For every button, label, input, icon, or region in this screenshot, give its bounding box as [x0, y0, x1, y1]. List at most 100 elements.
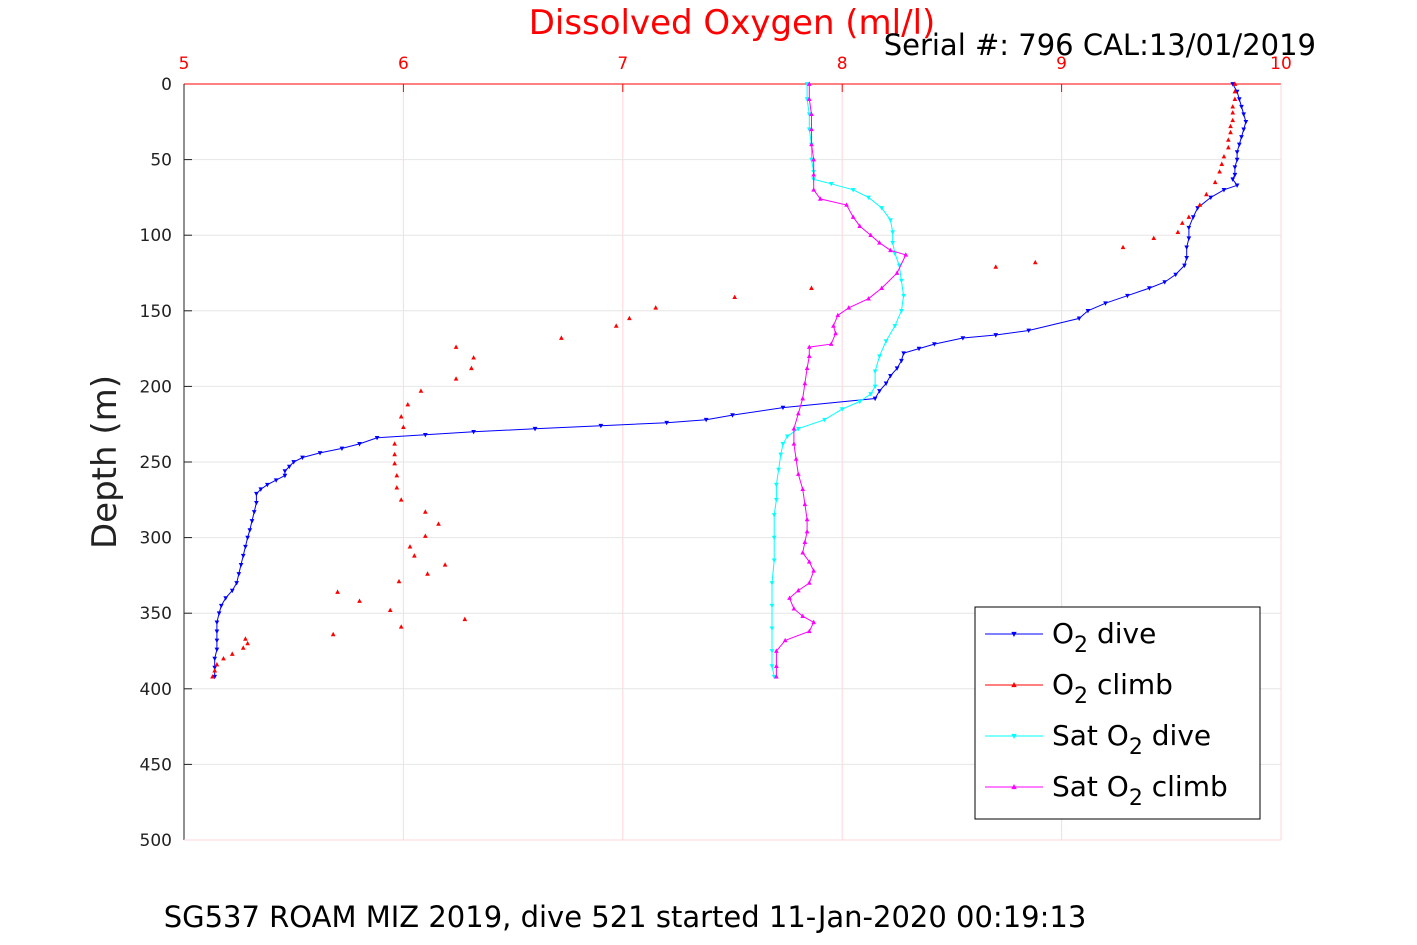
data-point	[598, 423, 604, 429]
data-point	[828, 181, 834, 187]
data-point	[872, 396, 878, 402]
data-point	[1197, 202, 1203, 207]
data-point	[774, 648, 779, 653]
data-point	[791, 441, 797, 446]
data-point	[627, 315, 632, 321]
legend-label: Sat O2 climb	[1052, 770, 1228, 811]
data-point	[418, 388, 424, 393]
data-point	[774, 497, 779, 503]
data-point	[806, 344, 812, 349]
serial-label: Serial #: 796 CAL:13/01/2019	[884, 28, 1316, 62]
data-point	[879, 285, 885, 290]
data-point	[892, 251, 898, 256]
data-point	[894, 270, 900, 275]
data-point	[804, 516, 810, 522]
data-point	[809, 141, 814, 147]
data-point	[398, 624, 404, 629]
data-point	[846, 305, 852, 310]
data-point	[703, 417, 709, 423]
data-point	[1219, 161, 1225, 166]
data-point	[771, 535, 777, 541]
data-point	[1221, 188, 1227, 193]
legend-label: Sat O2 dive	[1052, 719, 1211, 760]
data-point	[254, 501, 259, 506]
data-point	[1230, 82, 1236, 87]
data-point	[317, 451, 323, 456]
legend-marker	[1011, 733, 1017, 739]
data-point	[1208, 195, 1214, 200]
data-point	[828, 341, 834, 346]
data-point	[1241, 112, 1247, 117]
data-point	[221, 655, 226, 661]
data-point	[1232, 165, 1238, 170]
data-point	[1234, 157, 1240, 163]
y-tick-label: 50	[150, 151, 172, 171]
data-point	[1226, 144, 1231, 150]
y-tick-label: 200	[140, 377, 172, 397]
data-point	[993, 333, 999, 338]
legend-box	[974, 606, 1261, 820]
y-tick-label: 500	[140, 831, 172, 851]
data-point	[1175, 229, 1181, 234]
data-point	[774, 482, 779, 488]
legend-marker	[1011, 682, 1017, 688]
data-point	[1212, 179, 1218, 185]
data-point	[212, 668, 218, 673]
data-point	[879, 206, 885, 211]
data-point	[374, 435, 380, 441]
data-point	[1236, 142, 1242, 148]
data-point	[1173, 272, 1179, 278]
y-tick-label: 350	[140, 604, 172, 624]
data-point	[802, 539, 808, 544]
data-point	[896, 263, 902, 269]
data-point	[839, 407, 845, 412]
data-point	[1228, 123, 1233, 129]
data-point	[877, 354, 882, 359]
data-point	[335, 589, 340, 594]
data-point	[462, 616, 468, 622]
data-point	[423, 533, 428, 538]
series-sat-o2-climb	[774, 81, 909, 679]
data-point	[804, 528, 810, 534]
legend-label: O2 dive	[1052, 617, 1156, 658]
data-point	[249, 519, 255, 524]
data-point	[1232, 96, 1238, 101]
data-point	[901, 293, 906, 299]
data-point	[1230, 177, 1236, 182]
data-point	[800, 613, 806, 619]
data-point	[857, 223, 863, 228]
data-point	[809, 157, 814, 163]
data-point	[806, 81, 812, 86]
data-point	[236, 572, 242, 577]
data-point	[800, 550, 806, 555]
data-point	[1026, 328, 1032, 334]
x-tick-label: 7	[617, 54, 628, 74]
data-point	[1190, 215, 1196, 220]
data-point	[809, 126, 814, 132]
data-point	[806, 559, 812, 564]
series-layer	[210, 81, 1249, 680]
data-point	[795, 471, 801, 476]
data-point	[850, 214, 856, 219]
data-point	[901, 351, 906, 356]
data-point	[1186, 225, 1192, 231]
data-point	[822, 417, 827, 423]
data-point	[212, 656, 218, 662]
data-point	[394, 473, 400, 478]
data-point	[769, 626, 775, 631]
data-point	[804, 97, 810, 102]
data-point	[613, 323, 619, 328]
data-point	[471, 355, 476, 360]
data-point	[214, 647, 220, 653]
data-point	[1120, 244, 1126, 250]
series-sat-o2-dive	[769, 82, 906, 680]
data-point	[730, 413, 735, 418]
data-point	[1032, 259, 1038, 265]
data-point	[795, 587, 801, 593]
data-point	[903, 252, 909, 257]
data-point	[1182, 263, 1187, 269]
data-point	[453, 376, 459, 381]
data-point	[883, 339, 889, 344]
data-point	[442, 562, 448, 567]
